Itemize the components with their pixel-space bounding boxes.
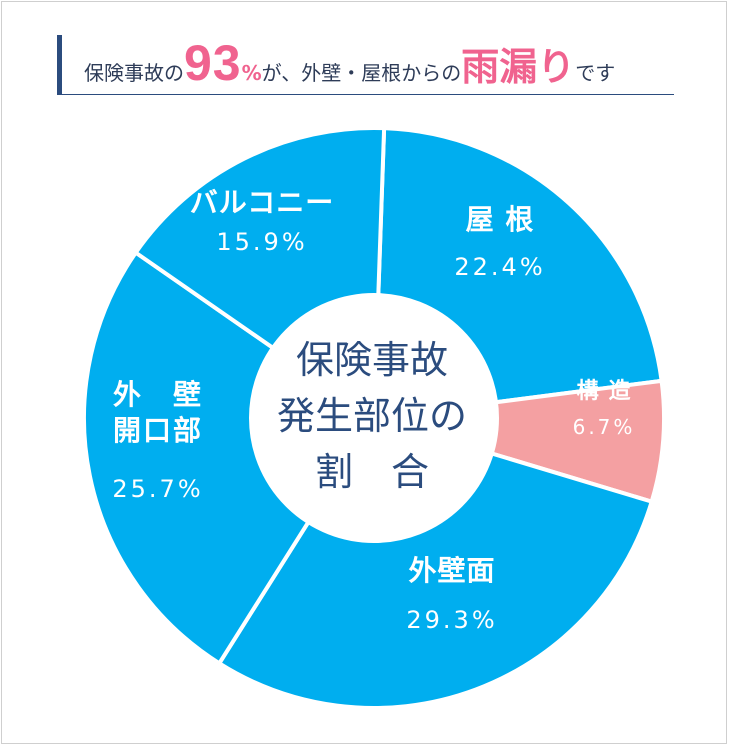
pie-slice xyxy=(217,416,654,710)
slice-name-label: 構 造 xyxy=(577,378,632,404)
center-label-line: 発生部位の xyxy=(277,394,467,438)
center-label-line: 割 合 xyxy=(315,450,429,494)
slice-name-label: 外壁面 xyxy=(408,554,495,587)
slice-name-label: 屋 根 xyxy=(466,203,535,236)
headline-part1: 保険事故の xyxy=(84,61,184,85)
headline-percent: % xyxy=(241,61,262,85)
headline-text: 保険事故の93%が、外壁・屋根からの雨漏りです xyxy=(84,38,615,88)
slice-value-label: 29.3% xyxy=(406,606,497,634)
slice-value-label: 25.7% xyxy=(112,475,203,503)
slice-value-label: 22.4% xyxy=(454,253,545,281)
headline-part2: が、外壁・屋根からの xyxy=(261,61,462,85)
pie-slice xyxy=(82,250,376,666)
slice-name-label: 開口部 xyxy=(113,414,203,447)
center-label-line: 保険事故 xyxy=(296,338,448,382)
slice-name-label: 外 壁 xyxy=(113,378,203,411)
donut-hole xyxy=(249,293,499,543)
slice-value-label: 6.7% xyxy=(573,415,636,439)
headline-banner: 保険事故の93%が、外壁・屋根からの雨漏りです xyxy=(57,35,674,95)
slice-name-label: バルコニー xyxy=(190,186,334,219)
headline-big-number: 93 xyxy=(184,35,242,91)
headline-highlight: 雨漏り xyxy=(461,45,576,89)
slice-value-label: 15.9% xyxy=(216,228,307,256)
donut-slices xyxy=(82,126,666,710)
headline-part3: です xyxy=(575,61,616,85)
